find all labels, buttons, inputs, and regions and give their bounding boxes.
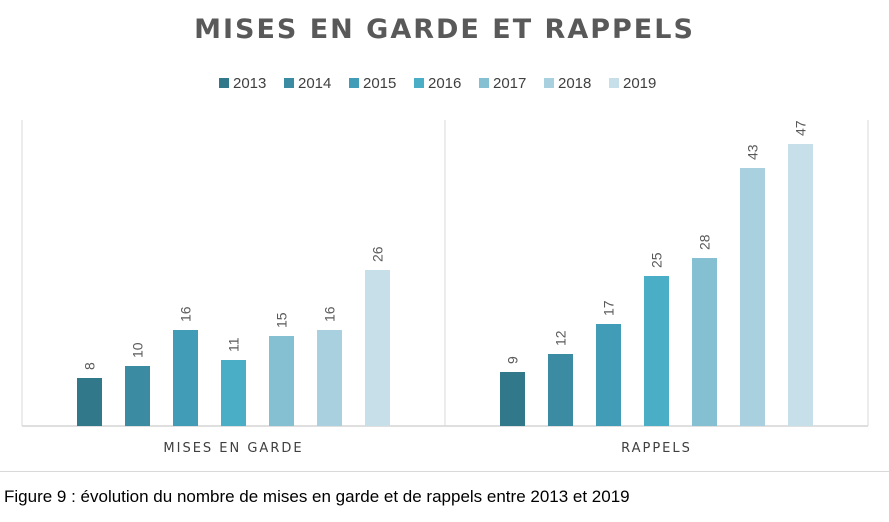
legend-swatch-2018 [544,78,554,88]
data-label-0-2017: 15 [274,312,290,328]
legend-label-2013: 2013 [233,75,266,92]
legend-swatch-2019 [609,78,619,88]
data-label-1-2014: 12 [553,330,569,346]
legend-label-2017: 2017 [493,75,526,92]
data-label-1-2017: 28 [697,234,713,250]
legend-swatch-2017 [479,78,489,88]
bar-0-2013 [77,378,102,426]
data-label-0-2019: 26 [370,246,386,262]
data-label-0-2016: 11 [226,337,242,352]
data-label-1-2016: 25 [649,252,665,268]
bar-0-2017 [269,336,294,426]
bar-1-2014 [548,354,573,426]
bar-0-2016 [221,360,246,426]
bar-0-2019 [365,270,390,426]
legend-label-2018: 2018 [558,75,591,92]
figure-caption: Figure 9 : évolution du nombre de mises … [4,487,630,506]
chart-title: MISES EN GARDE ET RAPPELS [194,14,695,45]
legend-swatch-2015 [349,78,359,88]
legend-label-2015: 2015 [363,75,396,92]
data-label-0-2018: 16 [322,306,338,322]
bar-1-2015 [596,324,621,426]
data-label-0-2015: 16 [178,306,194,322]
category-label-0: MISES EN GARDE [163,441,303,456]
bar-1-2016 [644,276,669,426]
bar-chart: 2013 2014 2015 2016 2017 2018 2019 8 10 16 11 15 16 2… [21,75,869,456]
data-label-1-2013: 9 [505,356,521,364]
bar-1-2019 [788,144,813,426]
bar-1-2017 [692,258,717,426]
bar-1-2013 [500,372,525,426]
bar-0-2015 [173,330,198,426]
bar-1-2018 [740,168,765,426]
data-label-1-2019: 47 [793,120,809,136]
chart-frame [0,471,889,472]
legend-label-2016: 2016 [428,75,461,92]
bar-0-2014 [125,366,150,426]
bar-0-2018 [317,330,342,426]
legend-swatch-2013 [219,78,229,88]
data-label-0-2014: 10 [130,342,146,358]
legend-swatch-2016 [414,78,424,88]
data-label-0-2013: 8 [82,362,98,370]
legend-label-2019: 2019 [623,75,656,92]
legend-label-2014: 2014 [298,75,331,92]
data-label-1-2018: 43 [745,144,761,160]
legend-swatch-2014 [284,78,294,88]
category-label-1: RAPPELS [621,441,692,456]
data-label-1-2015: 17 [601,300,617,316]
